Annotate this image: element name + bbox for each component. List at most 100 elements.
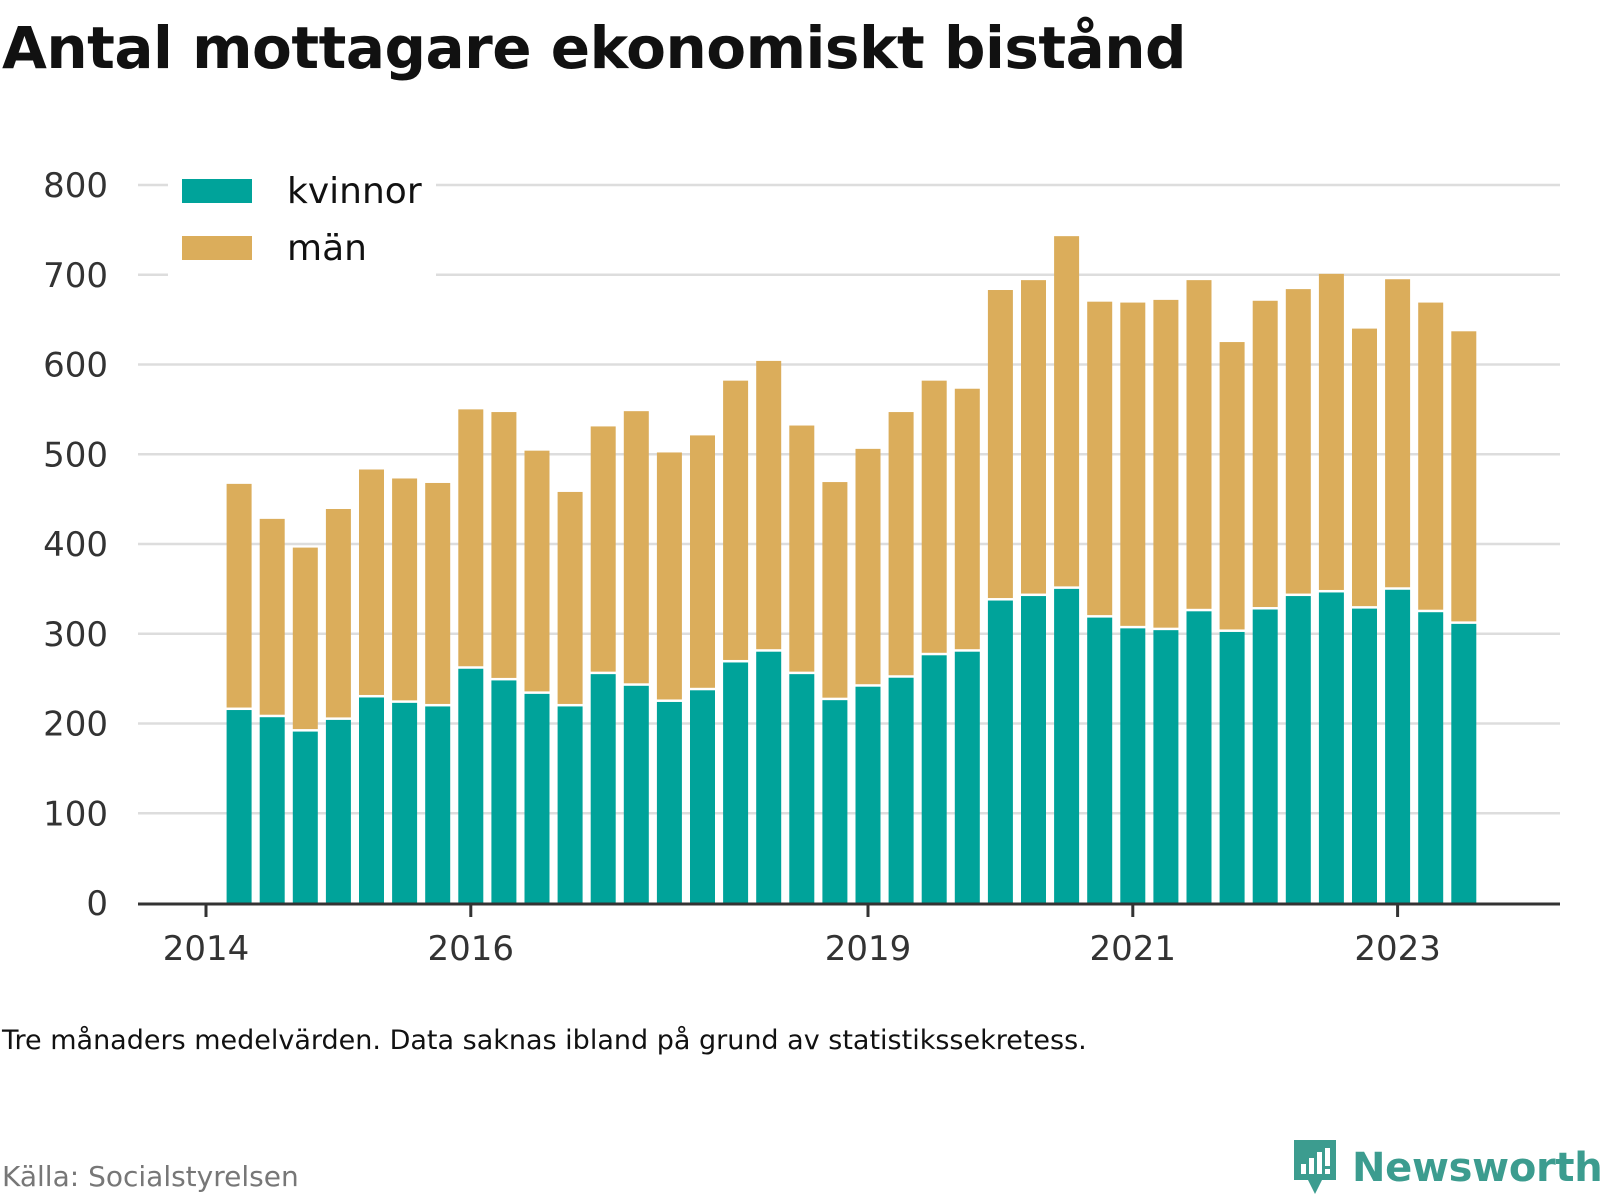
bar-man	[723, 380, 749, 660]
bar-man	[1120, 302, 1146, 626]
y-tick-label: 0	[86, 884, 108, 924]
chart-note: Tre månaders medelvärden. Data saknas ib…	[2, 1025, 1087, 1056]
legend-swatch	[182, 179, 252, 203]
bar-man	[325, 508, 351, 718]
bar-kvinnor	[1021, 596, 1046, 903]
bar-kvinnor	[1054, 588, 1080, 903]
bar-man	[1385, 279, 1411, 588]
source-label: Källa: Socialstyrelsen	[2, 1160, 299, 1193]
bar-man	[921, 380, 947, 653]
x-tick-label: 2014	[163, 929, 250, 969]
y-tick-label: 600	[43, 346, 108, 386]
bar-man	[359, 469, 384, 695]
bar-man	[1352, 328, 1377, 607]
bar-man	[789, 425, 815, 672]
bar-man	[1021, 280, 1046, 594]
bar-man	[1318, 273, 1344, 590]
bar-man	[226, 483, 252, 708]
bar-kvinnor	[1186, 611, 1212, 903]
x-tick-label: 2016	[428, 929, 515, 969]
y-tick-label: 300	[43, 615, 108, 655]
bar-kvinnor	[1385, 589, 1411, 903]
bars	[226, 236, 1477, 903]
bar-kvinnor	[425, 706, 451, 903]
bar-man	[590, 426, 616, 672]
legend-label: män	[287, 228, 367, 269]
bar-man	[1252, 300, 1278, 608]
bar-kvinnor	[1153, 630, 1179, 903]
bar-kvinnor	[756, 651, 782, 903]
x-tick-label: 2023	[1354, 929, 1441, 969]
newsworthy-logo-icon	[1294, 1140, 1336, 1194]
grid-lines	[138, 183, 1560, 815]
legend: kvinnor män	[168, 160, 436, 278]
bar-kvinnor	[954, 651, 980, 903]
y-tick-label: 400	[43, 525, 108, 565]
bar-kvinnor	[458, 668, 484, 903]
bar-man	[623, 411, 649, 684]
bar-kvinnor	[1219, 631, 1245, 903]
bar-man	[1087, 301, 1113, 616]
bar-kvinnor	[557, 706, 583, 903]
bar-kvinnor	[789, 674, 815, 903]
x-axis: 2014 2016 2019 2021 2023	[138, 902, 1560, 969]
bar-man	[425, 482, 451, 704]
y-tick-label: 700	[43, 256, 108, 296]
bar-kvinnor	[524, 693, 550, 903]
chart-title: Antal mottagare ekonomiskt bistånd	[2, 14, 1187, 82]
legend-swatch	[182, 236, 252, 260]
bar-man	[392, 478, 418, 701]
bar-kvinnor	[1087, 617, 1113, 903]
bar-man	[855, 448, 881, 685]
bar-kvinnor	[1318, 592, 1344, 903]
x-tick-label: 2021	[1090, 929, 1177, 969]
bar-man	[1153, 299, 1179, 628]
y-tick-label: 200	[43, 705, 108, 745]
bar-man	[1451, 331, 1477, 622]
y-axis-labels: 0 100 200 300 400 500 600 700 800	[43, 166, 108, 924]
bar-kvinnor	[292, 731, 318, 903]
bar-man	[954, 388, 980, 650]
bar-kvinnor	[325, 719, 351, 903]
bar-kvinnor	[656, 701, 682, 903]
bar-man	[1219, 342, 1245, 630]
y-tick-label: 100	[43, 794, 108, 834]
y-tick-label: 500	[43, 435, 108, 475]
bar-man	[987, 290, 1013, 599]
bar-man	[756, 360, 782, 650]
bar-man	[690, 435, 715, 688]
bar-kvinnor	[226, 710, 252, 903]
bar-man	[557, 491, 583, 704]
brand-name: Newsworthy	[1352, 1145, 1600, 1191]
bar-kvinnor	[1120, 628, 1146, 903]
bar-kvinnor	[590, 674, 616, 903]
bar-kvinnor	[855, 686, 881, 903]
bar-kvinnor	[1252, 609, 1278, 903]
bar-man	[1285, 289, 1311, 594]
bar-kvinnor	[1418, 612, 1444, 903]
bar-man	[1418, 302, 1444, 610]
bar-man	[1186, 280, 1212, 609]
bar-kvinnor	[1451, 623, 1477, 903]
bar-kvinnor	[987, 600, 1013, 903]
bar-man	[888, 412, 914, 676]
bar-kvinnor	[491, 680, 517, 903]
legend-label: kvinnor	[287, 171, 422, 212]
y-tick-label: 800	[43, 166, 108, 206]
bar-man	[1054, 236, 1080, 587]
bar-man	[491, 412, 517, 678]
bar-kvinnor	[1352, 608, 1377, 903]
bar-kvinnor	[359, 697, 384, 903]
bar-kvinnor	[623, 685, 649, 903]
bar-kvinnor	[888, 677, 914, 903]
x-tick-label: 2019	[825, 929, 912, 969]
bar-kvinnor	[392, 702, 418, 903]
bar-kvinnor	[690, 690, 715, 903]
bar-kvinnor	[259, 717, 285, 903]
bar-kvinnor	[822, 700, 848, 903]
bar-kvinnor	[1285, 596, 1311, 903]
bar-man	[292, 547, 318, 730]
bar-man	[822, 482, 848, 698]
bar-kvinnor	[921, 655, 947, 903]
